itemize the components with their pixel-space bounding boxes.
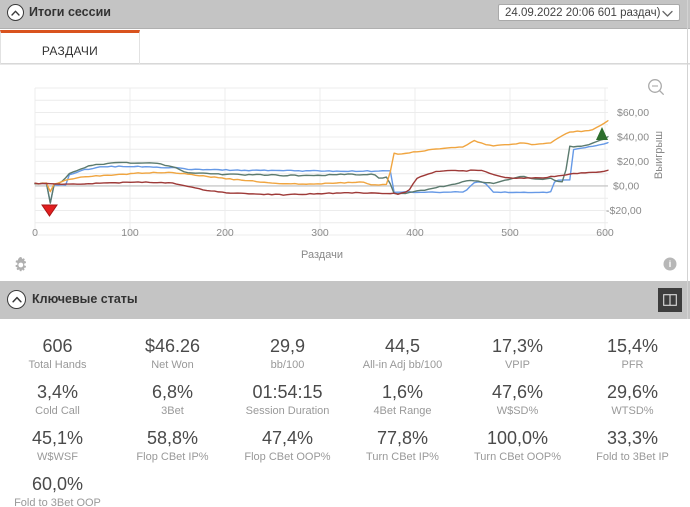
svg-text:$20,00: $20,00	[617, 156, 649, 168]
svg-text:$60,00: $60,00	[617, 107, 649, 119]
svg-text:0: 0	[32, 227, 38, 239]
svg-text:600: 600	[596, 227, 614, 239]
svg-text:200: 200	[216, 227, 234, 239]
svg-text:100: 100	[121, 227, 139, 239]
svg-text:500: 500	[501, 227, 519, 239]
svg-text:$40,00: $40,00	[617, 132, 649, 144]
svg-text:Раздачи: Раздачи	[301, 249, 343, 261]
svg-text:Выигрыш: Выигрыш	[653, 131, 665, 179]
svg-text:-$20,00: -$20,00	[606, 205, 642, 217]
svg-text:300: 300	[311, 227, 329, 239]
svg-text:400: 400	[406, 227, 424, 239]
svg-text:$0,00: $0,00	[613, 181, 639, 193]
svg-text:i: i	[669, 259, 672, 269]
